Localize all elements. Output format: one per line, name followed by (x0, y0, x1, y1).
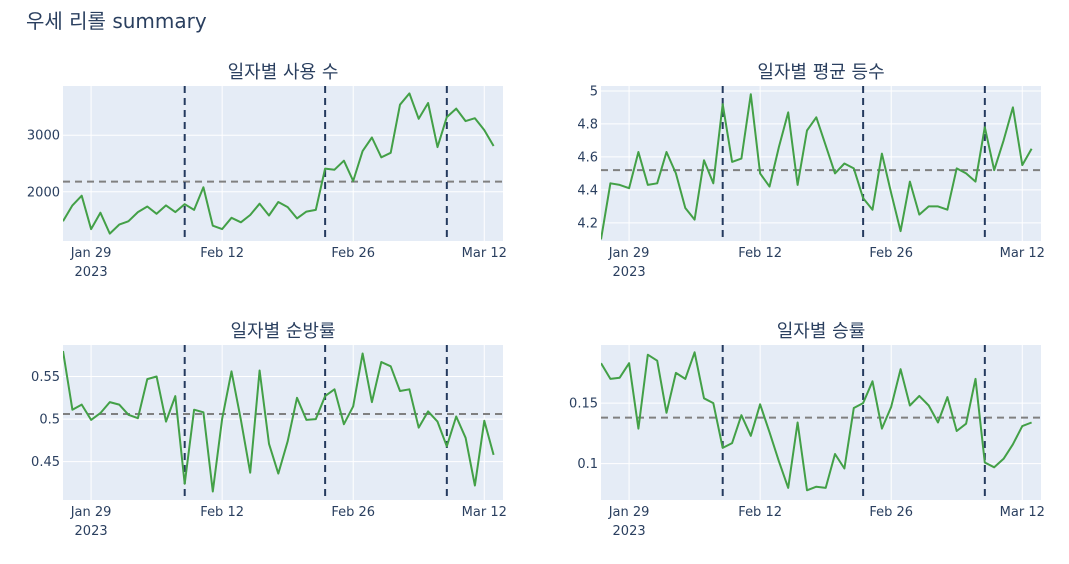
x-tick-label: Jan 29 (608, 505, 650, 520)
x-tick-label: Jan 29 (70, 505, 112, 520)
plot-background (63, 345, 503, 500)
plot-background (63, 86, 503, 241)
x-tick-year-label: 2023 (75, 524, 108, 539)
x-tick-label: Feb 12 (200, 505, 244, 520)
x-tick-label: Mar 12 (1000, 505, 1045, 520)
series-line-win-rate (601, 351, 1032, 492)
y-tick-label: 5 (590, 84, 598, 99)
x-tick-label: Feb 12 (738, 246, 782, 261)
y-tick-label: 0.55 (31, 370, 60, 385)
x-tick-label: Feb 26 (331, 505, 375, 520)
x-tick-label: Feb 26 (869, 505, 913, 520)
plot-background (601, 345, 1041, 500)
subplot-title: 일자별 사용 수 (228, 62, 339, 83)
x-tick-label: Feb 12 (200, 246, 244, 261)
page-title: 우세 리롤 summary (26, 9, 207, 33)
x-tick-label: Mar 12 (462, 505, 507, 520)
chart-panel-usage: 2000 3000 Jan 29 2023 Feb 12 Feb 26 Mar 12 일자별 … (27, 62, 507, 280)
chart-panel-avg-rank: 4.2 4.4 4.6 4.8 5 Jan 29 2023 Feb 12 Feb 26 Mar 1… (577, 62, 1045, 280)
chart-panel-visit-rate: 0.45 0.5 0.55 Jan 29 2023 Feb 12 Feb 26 Mar 12 일… (31, 321, 507, 539)
y-tick-label: 0.15 (569, 397, 598, 412)
series-line-avg-rank (601, 93, 1033, 240)
x-tick-year-label: 2023 (613, 524, 646, 539)
x-tick-label: Feb 12 (738, 505, 782, 520)
subplot-title: 일자별 순방률 (230, 321, 335, 342)
y-tick-label: 0.5 (39, 413, 60, 428)
y-tick-label: 4.6 (577, 150, 598, 165)
x-tick-year-label: 2023 (613, 265, 646, 280)
plot-background (601, 86, 1041, 241)
y-tick-label: 4.8 (577, 117, 598, 132)
x-tick-label: Feb 26 (869, 246, 913, 261)
y-tick-label: 3000 (27, 129, 60, 144)
x-tick-label: Jan 29 (70, 246, 112, 261)
y-tick-label: 4.4 (577, 183, 598, 198)
y-tick-label: 0.1 (577, 457, 598, 472)
subplot-title: 일자별 평균 등수 (757, 62, 884, 83)
y-tick-label: 2000 (27, 185, 60, 200)
y-tick-label: 0.45 (31, 455, 60, 470)
y-tick-label: 4.2 (577, 216, 598, 231)
subplot-title: 일자별 승률 (777, 321, 866, 342)
x-tick-label: Jan 29 (608, 246, 650, 261)
x-tick-year-label: 2023 (75, 265, 108, 280)
x-tick-label: Mar 12 (462, 246, 507, 261)
series-line-usage (63, 92, 495, 235)
chart-panel-win-rate: 0.1 0.15 Jan 29 2023 Feb 12 Feb 26 Mar 12 일자별 승… (569, 321, 1045, 539)
x-tick-label: Mar 12 (1000, 246, 1045, 261)
x-tick-label: Feb 26 (331, 246, 375, 261)
series-line-visit-rate (63, 350, 495, 493)
